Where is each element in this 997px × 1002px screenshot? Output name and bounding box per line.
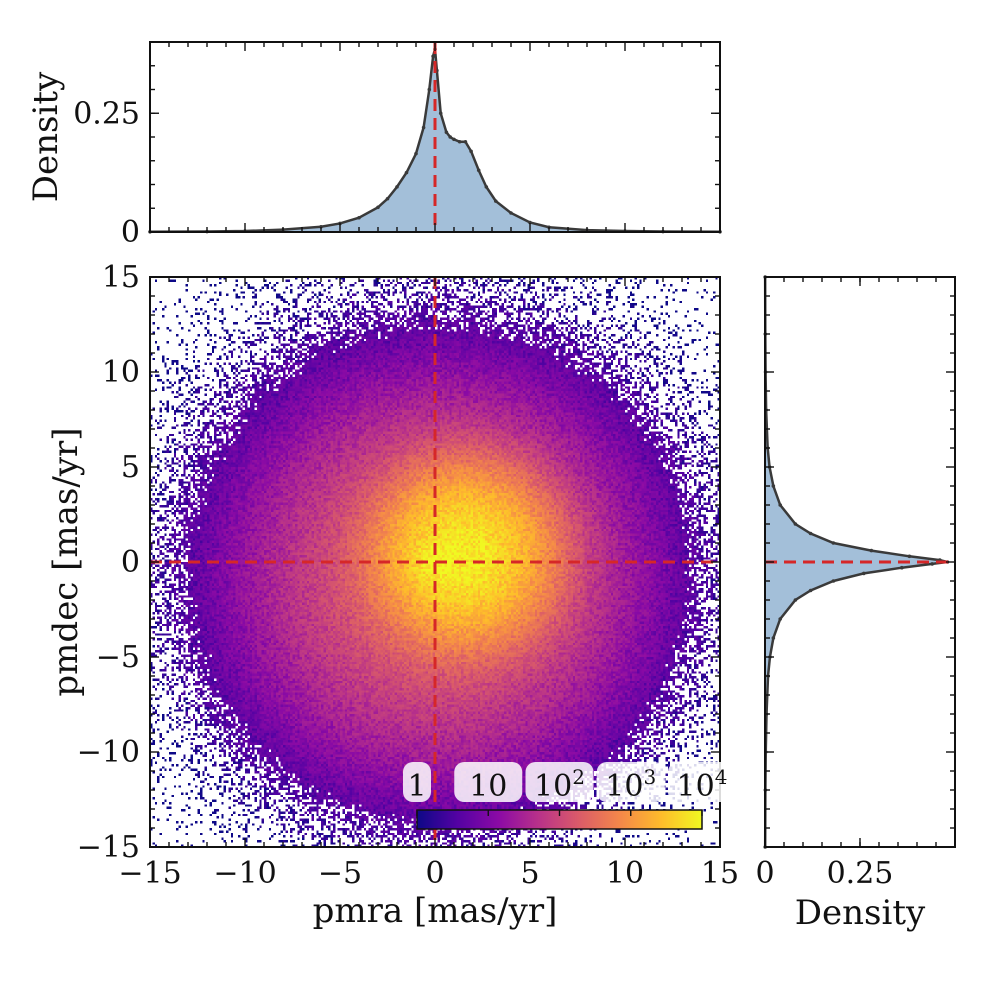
y-tick-label: −10 [77,735,140,770]
right-density-point [808,588,813,593]
y-tick-label: 5 [121,450,140,485]
colorbar-label-halo [525,762,594,802]
right-density-point [793,522,798,526]
right-marginal-xlabel: Density [795,893,926,933]
right-marginal-plot [763,275,955,849]
y-tick-label: 15 [102,260,140,295]
top-y-tick-label: 0.25 [73,96,140,131]
right-density-point [930,562,934,566]
y-tick-label: 0 [121,545,140,580]
top-density-point [376,205,380,210]
top-density-point [431,54,435,59]
right-density-point [778,617,782,621]
top-density-point [421,125,426,130]
top-marginal-frame [149,41,721,233]
top-y-tick-label: 0 [121,215,140,250]
right-density-point [862,571,866,576]
top-density-point [476,168,481,173]
colorbar-label-halo [668,762,736,802]
right-density-point [771,636,776,640]
top-density-point [448,135,453,139]
top-density-point [444,130,449,135]
top-density-point [484,185,489,189]
right-density-point [900,565,904,570]
y-tick-label: −15 [77,830,140,865]
x-tick-label: 5 [520,856,539,891]
x-tick-label: −5 [318,856,362,891]
right-marginal-panel: 0 0.25 Density [755,275,956,933]
right-marginal-frame [764,276,956,848]
top-density-point [427,87,432,92]
joint-reference-lines [150,277,720,847]
colorbar-tick-label: 102 [534,765,585,804]
top-density-point [404,170,409,175]
colorbar-label-halo [403,762,431,802]
top-density-point [438,111,443,116]
top-marginal-plot [148,42,722,234]
x-tick-label: −10 [213,856,276,891]
colorbar-tick-label: 104 [677,765,728,804]
right-x-tick-label: 0 [755,856,774,891]
top-density-point [469,149,473,154]
colorbar-tick-label: 103 [605,765,656,804]
colorbar-tick-label: 1 [407,769,426,804]
right-density-point [778,503,782,507]
top-density-point [494,199,498,203]
right-density-point [907,554,912,559]
joint-heatmap-panel: −15 −10 −5 0 5 10 15 −15 −10 −5 0 5 10 15 1 10 102 103 10… [46,260,739,931]
right-density-point [869,548,874,553]
top-marginal-ylabel: Density [26,71,66,202]
top-density-point [528,220,532,225]
top-density-line [149,48,721,234]
top-density-point [357,215,361,220]
x-tick-label: 0 [425,856,444,891]
top-density-point [457,139,462,144]
right-x-tick-label: 0.25 [827,856,894,891]
top-density-point [385,196,390,201]
top-marginal-panel: 00.25 Density [26,41,722,250]
right-density-point [831,541,836,545]
colorbar-label-halo [596,762,665,802]
colorbar-label-halo [454,762,523,802]
colorbar: 1 10 102 103 104 [403,762,736,830]
colorbar-tick-label: 10 [469,769,507,804]
right-density-point [793,598,798,602]
y-tick-label: −5 [96,640,140,675]
top-density-point [509,211,513,215]
right-density-point [831,579,836,583]
top-density-point [452,137,456,142]
y-tick-label: 10 [102,355,140,390]
y-axis-label: pmdec [mas/yr] [46,427,86,696]
right-density-fill [765,277,948,847]
top-density-point [395,185,399,189]
top-density-point [319,224,323,229]
right-density-point [808,531,813,536]
top-density-point [414,151,418,156]
joint-ticks: −15 −10 −5 0 5 10 15 −15 −10 −5 0 5 10 15 [77,260,739,891]
top-density-point [463,139,468,144]
x-tick-label: −15 [118,856,181,891]
top-marginal-ticks: 00.25 [73,41,721,250]
x-axis-label: pmra [mas/yr] [313,891,558,931]
x-tick-label: 15 [701,856,739,891]
right-density-point [771,484,776,488]
joint-frame [149,276,721,848]
x-tick-label: 10 [606,856,644,891]
